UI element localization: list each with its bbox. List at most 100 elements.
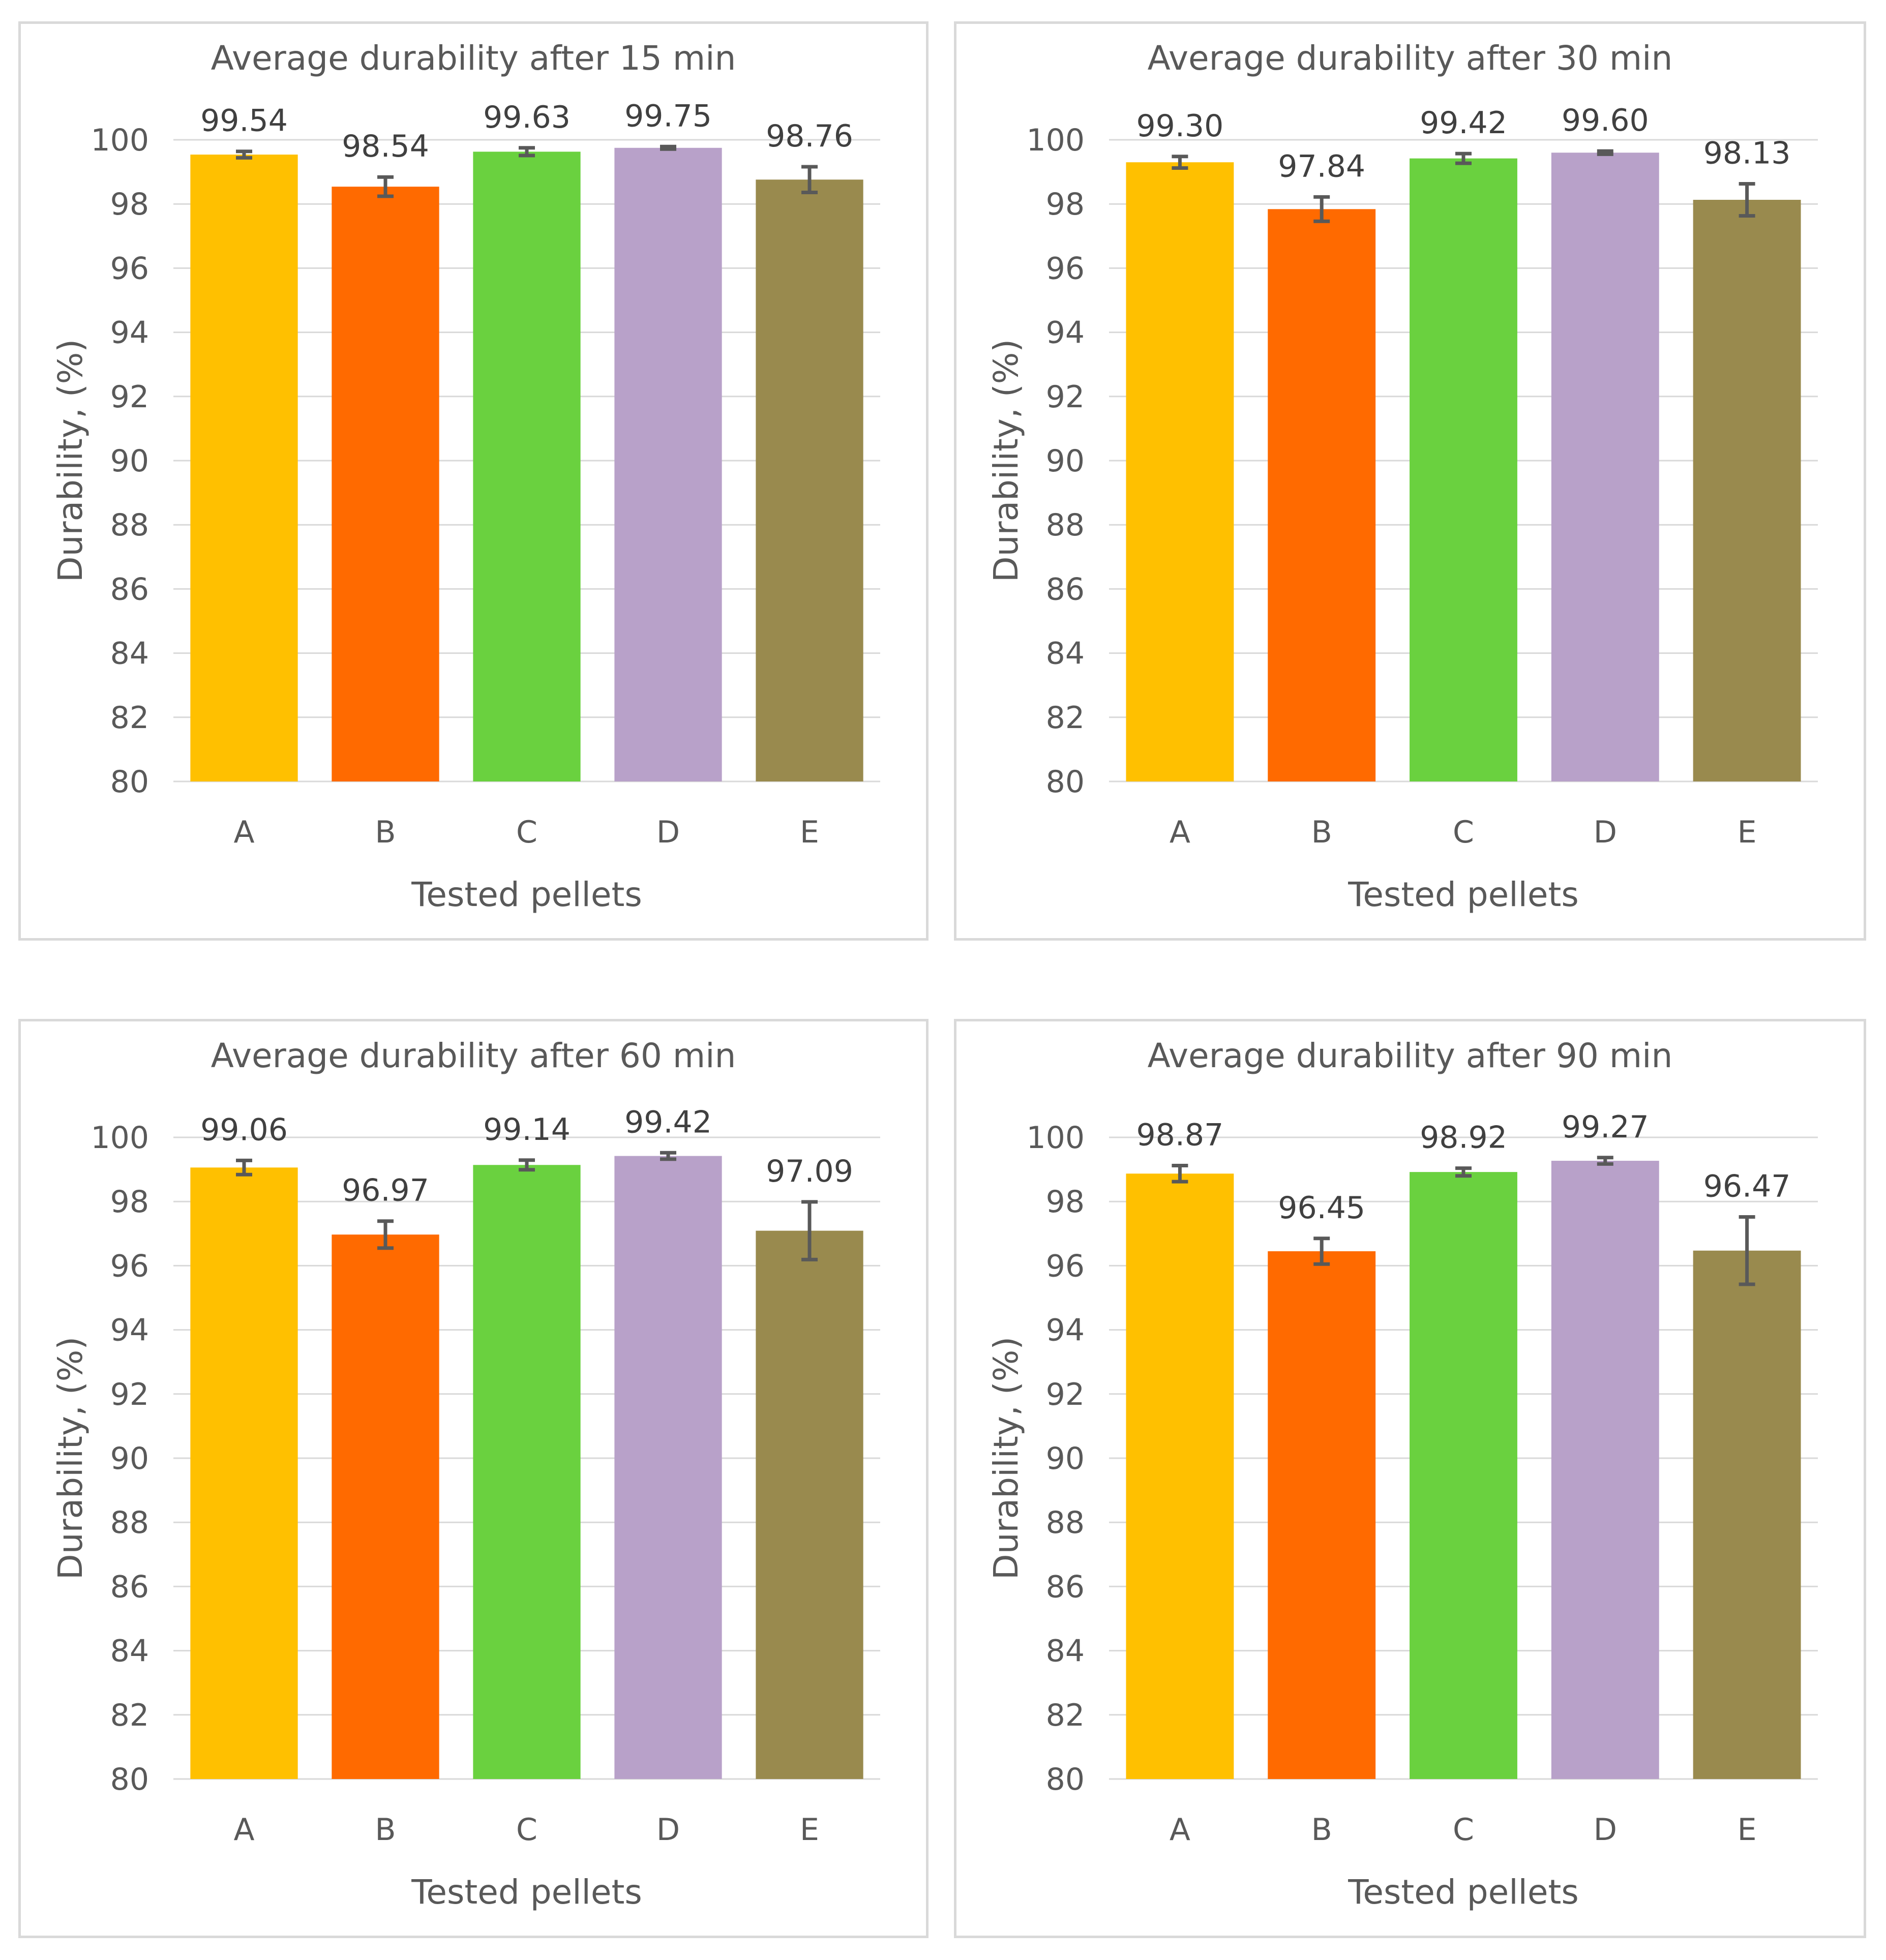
bar	[756, 1230, 863, 1779]
data-label: 98.87	[1136, 1118, 1224, 1153]
error-bar	[801, 165, 818, 194]
data-label: 99.75	[624, 98, 712, 134]
y-tick-label: 92	[1046, 1377, 1085, 1412]
bar	[190, 1167, 298, 1779]
data-label: 98.54	[342, 129, 429, 164]
y-tick-label: 86	[1046, 1569, 1085, 1605]
y-tick-label: 84	[1046, 1634, 1085, 1669]
chart-panel-90min: Average durability after 90 min 80 82 84 86 8…	[954, 1019, 1866, 1938]
data-label: 98.92	[1420, 1120, 1507, 1156]
y-tick-label: 84	[110, 1634, 149, 1669]
x-tick-label: B	[375, 1812, 396, 1848]
y-tick-label: 94	[110, 1313, 149, 1348]
bar	[1693, 1250, 1801, 1779]
data-label: 99.27	[1562, 1109, 1649, 1145]
y-tick-label: 96	[1046, 1248, 1085, 1284]
x-tick-label: C	[516, 815, 537, 850]
x-tick-label: D	[656, 815, 680, 850]
bar	[473, 1165, 581, 1779]
x-tick-label: E	[800, 815, 819, 850]
error-bar	[236, 149, 252, 160]
x-tick-label: B	[1311, 1812, 1332, 1848]
data-label: 96.45	[1278, 1190, 1365, 1226]
data-label: 98.76	[766, 118, 853, 154]
data-label: 99.60	[1562, 103, 1649, 138]
y-tick-label: 90	[1046, 1441, 1085, 1476]
y-tick-label: 82	[1046, 700, 1085, 736]
y-tick-label: 90	[110, 1441, 149, 1476]
y-tick-label: 84	[1046, 636, 1085, 672]
bar	[614, 1156, 722, 1779]
y-tick-label: 96	[110, 251, 149, 286]
y-tick-label: 98	[110, 187, 149, 222]
bar	[332, 1234, 439, 1779]
error-bar	[1739, 1215, 1755, 1286]
error-bar	[519, 1158, 535, 1172]
bar	[1126, 1173, 1234, 1779]
chart-svg: Average durability after 30 min 80 82 84 86 8…	[986, 39, 1818, 914]
bar	[1268, 1251, 1376, 1779]
y-tick-label: 88	[1046, 1505, 1085, 1541]
bar	[1268, 209, 1376, 781]
y-tick-label: 100	[1026, 123, 1085, 158]
y-tick-label: 88	[110, 507, 149, 543]
bar	[1551, 153, 1659, 781]
data-label: 99.30	[1136, 108, 1224, 144]
x-tick-label: B	[1311, 815, 1332, 850]
y-tick-label: 80	[110, 1762, 149, 1797]
y-tick-label: 82	[110, 700, 149, 736]
y-tick-label: 80	[1046, 764, 1085, 800]
y-tick-label: 82	[110, 1698, 149, 1733]
chart-title: Average durability after 30 min	[1148, 39, 1673, 78]
x-tick-label: B	[375, 815, 396, 850]
x-tick-label: A	[233, 815, 254, 850]
chart-svg: Average durability after 15 min 80 82 84 86 8…	[51, 39, 880, 914]
y-tick-label: 90	[110, 443, 149, 479]
y-axis-title: Durability, (%)	[986, 339, 1026, 582]
y-tick-label: 100	[91, 123, 149, 158]
error-bar	[1455, 1166, 1472, 1178]
y-tick-label: 98	[1046, 1184, 1085, 1220]
data-label: 97.09	[766, 1154, 853, 1189]
y-tick-label: 90	[1046, 443, 1085, 479]
data-label: 98.13	[1703, 135, 1791, 171]
x-tick-label: A	[1170, 1812, 1190, 1848]
bar	[190, 155, 298, 781]
error-bar	[660, 144, 676, 151]
error-bar	[1172, 1164, 1188, 1184]
data-label: 99.42	[624, 1104, 712, 1140]
error-bar	[1455, 152, 1472, 165]
y-tick-label: 94	[1046, 315, 1085, 351]
y-tick-label: 82	[1046, 1698, 1085, 1733]
y-tick-label: 92	[1046, 379, 1085, 415]
x-tick-label: E	[800, 1812, 819, 1848]
data-label: 99.54	[200, 103, 288, 139]
chart-panel-30min: Average durability after 30 min 80 82 84 86 8…	[954, 21, 1866, 941]
chart-title: Average durability after 15 min	[211, 39, 736, 78]
x-axis-title: Tested pellets	[1348, 875, 1579, 914]
x-axis-title: Tested pellets	[1348, 1873, 1579, 1912]
x-tick-label: E	[1738, 815, 1757, 850]
bar	[332, 187, 439, 782]
y-axis-title: Durability, (%)	[986, 1337, 1026, 1580]
y-tick-label: 86	[110, 571, 149, 607]
y-tick-label: 86	[110, 1569, 149, 1605]
data-label: 96.47	[1703, 1168, 1791, 1204]
y-tick-label: 88	[1046, 507, 1085, 543]
chart-panel-15min: Average durability after 15 min 80 82 84 86 8…	[18, 21, 929, 941]
data-label: 96.97	[342, 1173, 429, 1209]
bar	[1693, 199, 1801, 781]
error-bar	[377, 175, 394, 198]
y-tick-label: 86	[1046, 571, 1085, 607]
error-bar	[1739, 182, 1755, 218]
x-tick-label: C	[516, 1812, 537, 1848]
chart-svg: Average durability after 90 min 80 82 84 86 8…	[986, 1036, 1818, 1912]
chart-title: Average durability after 60 min	[211, 1036, 736, 1075]
y-tick-label: 92	[110, 379, 149, 415]
error-bar	[660, 1151, 676, 1161]
y-tick-label: 80	[1046, 1762, 1085, 1797]
bar	[1551, 1161, 1659, 1779]
error-bar	[1313, 1237, 1330, 1266]
data-label: 99.63	[483, 100, 571, 135]
error-bar	[1313, 195, 1330, 223]
